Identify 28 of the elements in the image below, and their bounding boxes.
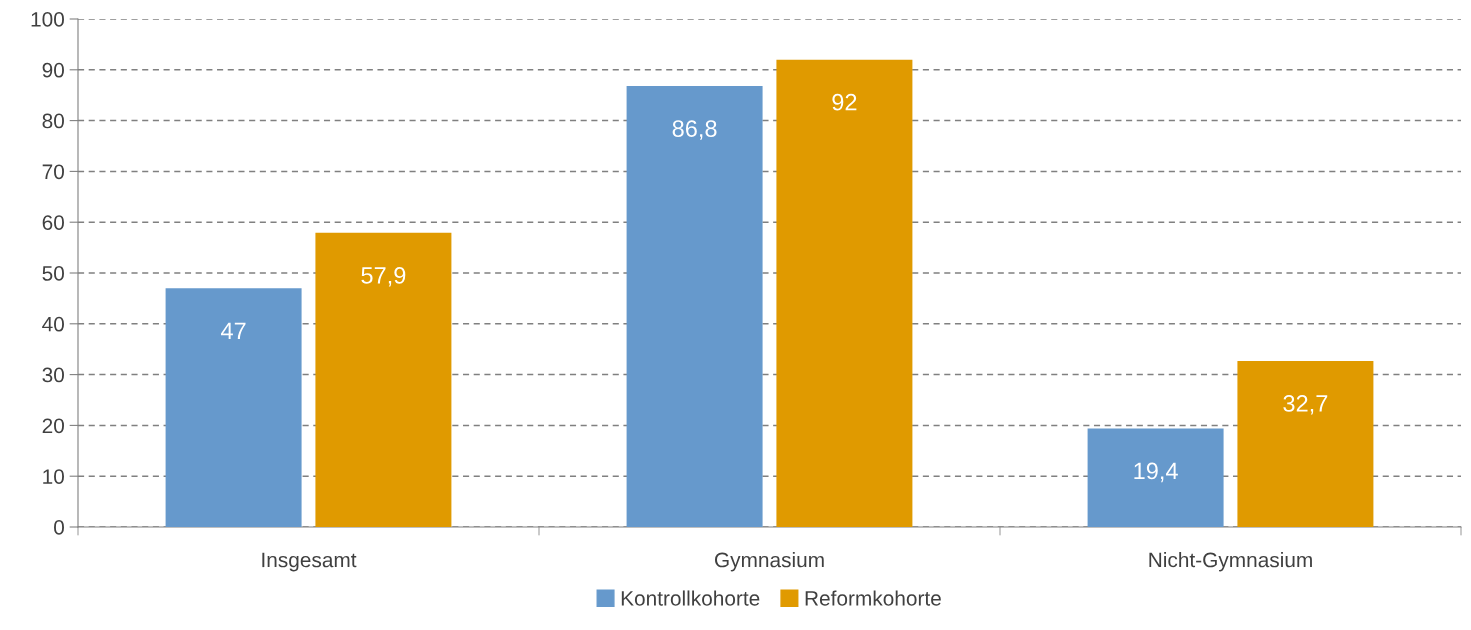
y-tick-label: 40 [42,316,64,332]
bar [776,59,913,527]
y-tick-label: 100 [31,12,64,27]
x-tick-label: Nicht-Gymnasium [1149,552,1312,572]
x-tick-label: Gymnasium [714,552,824,572]
legend-label: Reformkohorte [805,590,941,606]
data-label: 57,9 [361,267,406,287]
bar [315,232,452,527]
y-tick-label: 80 [42,113,64,129]
legend-label: Kontrollkohorte [621,590,760,606]
bar [1237,360,1374,527]
y-tick-label: 10 [43,469,64,484]
data-label: 19,4 [1134,462,1178,483]
y-tick-label: 0 [54,520,64,535]
bar [626,86,763,527]
bar [165,288,302,527]
y-tick-label: 60 [42,215,64,230]
y-tick-label: 70 [42,164,64,180]
y-tick-label: 50 [42,266,64,281]
x-tick-label: Insgesamt [262,552,357,572]
y-tick-label: 90 [42,62,64,78]
data-label: 92 [832,93,857,111]
data-label: 86,8 [672,120,717,140]
data-label: 32,7 [1283,395,1328,415]
y-tick-label: 20 [42,418,64,434]
y-tick-label: 30 [42,367,64,383]
data-label: 47 [221,322,246,339]
bar [1087,428,1224,527]
